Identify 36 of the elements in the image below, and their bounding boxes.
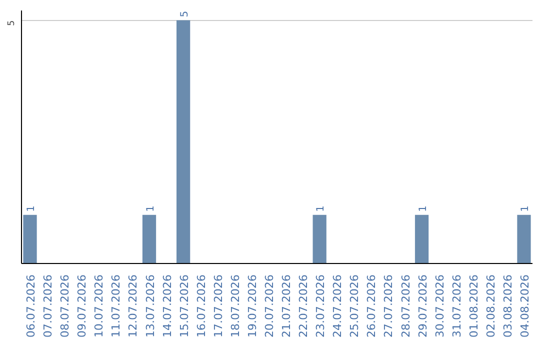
x-tick-label: 06.07.2026 <box>24 274 38 338</box>
data-label: 1 <box>145 205 156 212</box>
x-tick-label: 13.07.2026 <box>144 274 157 338</box>
x-tick-label: 26.07.2026 <box>365 274 378 338</box>
x-tick-label: 07.07.2026 <box>42 274 55 338</box>
x-tick-label: 09.07.2026 <box>76 274 89 338</box>
x-tick-label: 28.07.2026 <box>399 274 412 338</box>
x-tick-label: 19.07.2026 <box>246 274 259 338</box>
data-label: 1 <box>316 205 327 212</box>
x-tick-label: 02.08.2026 <box>484 274 498 338</box>
x-tick-label: 16.07.2026 <box>194 274 208 338</box>
x-tick-label: 15.07.2026 <box>178 274 191 338</box>
x-tick-label: 17.07.2026 <box>212 274 225 338</box>
x-tick-label: 30.07.2026 <box>433 274 446 338</box>
x-tick-label: 31.07.2026 <box>450 274 464 338</box>
x-tick-label: 10.07.2026 <box>92 274 106 338</box>
x-tick-label: 20.07.2026 <box>262 274 276 338</box>
x-tick-label: 04.08.2026 <box>518 274 532 338</box>
x-tick-label: 23.07.2026 <box>314 274 328 338</box>
data-label: 5 <box>179 10 190 18</box>
x-tick-label: 29.07.2026 <box>416 274 430 338</box>
x-tick-label: 21.07.2026 <box>280 274 294 338</box>
data-label: 1 <box>520 205 531 212</box>
x-tick-label: 27.07.2026 <box>382 274 396 338</box>
x-tick-label: 18.07.2026 <box>228 274 242 338</box>
x-tick-label: 14.07.2026 <box>160 274 174 338</box>
x-tick-label: 08.07.2026 <box>58 274 72 338</box>
x-tick-label: 24.07.2026 <box>331 274 344 338</box>
data-label: 1 <box>418 205 429 212</box>
x-tick-label: 25.07.2026 <box>348 274 362 338</box>
x-tick-label: 12.07.2026 <box>126 274 140 338</box>
x-tick-label: 01.08.2026 <box>467 274 480 338</box>
x-tick-label: 03.08.2026 <box>501 274 514 338</box>
x-tick-label: 22.07.2026 <box>297 274 310 338</box>
x-tick-label: 11.07.2026 <box>110 274 123 338</box>
data-label: 1 <box>26 205 38 212</box>
